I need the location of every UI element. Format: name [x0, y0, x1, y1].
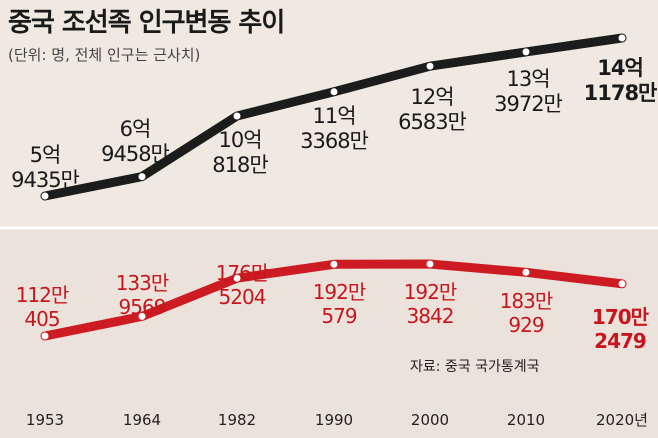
data-label: 183만 [500, 289, 553, 313]
x-tick-label: 2010 [507, 411, 545, 429]
data-label: 2479 [594, 329, 646, 353]
data-label: 9435만 [11, 168, 79, 192]
x-tick-label: 1982 [218, 411, 256, 429]
data-label: 9458만 [101, 142, 169, 166]
data-label: 579 [321, 304, 356, 328]
data-label: 3972만 [494, 92, 562, 116]
data-label: 3368만 [300, 129, 368, 153]
data-point [618, 34, 626, 42]
data-label: 405 [24, 307, 59, 331]
data-point [426, 260, 434, 268]
lower-panel [0, 228, 658, 438]
x-tick-label: 1990 [315, 411, 353, 429]
data-point [233, 274, 241, 282]
data-label: 192만 [313, 280, 366, 304]
data-label: 112만 [16, 283, 69, 307]
data-label: 929 [508, 313, 543, 337]
data-label: 170만 [592, 305, 650, 329]
data-point [522, 48, 530, 56]
data-point [233, 112, 241, 120]
data-label: 5억 [30, 143, 61, 167]
data-label: 13억 [506, 67, 549, 91]
data-point [618, 280, 626, 288]
data-label: 9569 [119, 295, 166, 319]
data-point [138, 312, 146, 320]
data-label: 12억 [410, 85, 453, 109]
data-point [138, 173, 146, 181]
data-label: 6억 [120, 117, 151, 141]
source-note: 자료: 중국 국가통계국 [410, 359, 540, 375]
data-label: 11억 [312, 104, 355, 128]
data-point [522, 268, 530, 276]
data-point [41, 192, 49, 200]
data-point [426, 62, 434, 70]
x-tick-label: 1964 [123, 411, 161, 429]
x-tick-label: 2000 [411, 411, 449, 429]
x-tick-label: 2020년 [596, 411, 648, 429]
data-point [41, 332, 49, 340]
x-tick-label: 1953 [26, 411, 64, 429]
data-label: 3842 [407, 304, 454, 328]
data-label: 176만 [216, 261, 269, 285]
data-label: 5204 [219, 285, 266, 309]
data-label: 10억 [218, 128, 261, 152]
chart-title: 중국 조선족 인구변동 추이 [8, 8, 285, 38]
data-point [330, 260, 338, 268]
chart-subtitle: (단위: 명, 전체 인구는 근사치) [8, 46, 201, 64]
data-label: 192만 [404, 280, 457, 304]
data-label: 818만 [212, 153, 268, 177]
data-label: 133만 [116, 271, 169, 295]
data-label: 6583만 [398, 110, 466, 134]
data-point [330, 88, 338, 96]
data-label: 1178만 [584, 81, 657, 105]
x-axis: 1953 1964 1982 1990 2000 2010 2020년 [26, 411, 648, 429]
data-label: 14억 [597, 56, 643, 80]
